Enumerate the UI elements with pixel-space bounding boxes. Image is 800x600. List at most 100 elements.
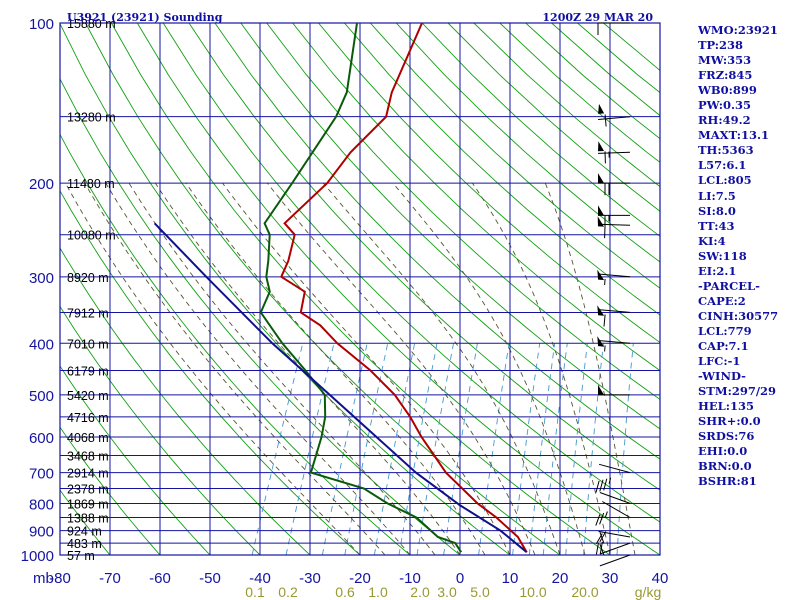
wind-barb bbox=[597, 336, 631, 352]
dry-adiabat bbox=[162, 23, 660, 523]
height-label: 1388 m bbox=[67, 511, 109, 525]
sounding-index: SHR+:0.0 bbox=[698, 414, 761, 429]
pressure-tick-label: 900 bbox=[29, 524, 54, 541]
sounding-indices-panel: WMO:23921 TP:238 MW:353 FRZ:845 WB0:899 PW:0.… bbox=[698, 23, 798, 489]
height-label: 2378 m bbox=[67, 483, 109, 497]
dewpoint-trace bbox=[259, 23, 463, 553]
station-title: U3921 (23921) Sounding bbox=[67, 11, 223, 24]
sounding-index: LCL:779 bbox=[698, 323, 752, 338]
moist-adiabat bbox=[544, 182, 636, 555]
pressure-tick-label: 200 bbox=[29, 176, 54, 193]
wind-barb bbox=[599, 543, 631, 567]
mixing-ratio-line bbox=[344, 343, 389, 555]
moist-adiabat bbox=[154, 182, 461, 555]
wind-barb bbox=[598, 173, 630, 196]
pressure-tick-label: 1000 bbox=[21, 548, 54, 565]
temperature-tick-label: 0 bbox=[456, 570, 464, 587]
sounding-index: PW:0.35 bbox=[698, 98, 752, 113]
height-label: 7010 m bbox=[67, 337, 109, 351]
pressure-tick-label: 500 bbox=[29, 388, 54, 405]
wind-barb-staff bbox=[597, 151, 631, 154]
pressure-tick-label: 600 bbox=[29, 430, 54, 447]
sounding-index: L57:6.1 bbox=[698, 158, 747, 173]
sounding-index: SI:8.0 bbox=[698, 203, 736, 218]
mixing-ratio-line bbox=[478, 343, 510, 555]
sounding-index: MW:353 bbox=[698, 53, 752, 68]
sounding-index: -PARCEL- bbox=[698, 278, 760, 293]
wind-barb-pennant bbox=[598, 103, 605, 114]
wind-barb-pennant bbox=[598, 141, 604, 152]
mixing-ratio-label: 2.0 bbox=[410, 584, 430, 600]
mixing-ratio-label: 0.2 bbox=[278, 584, 298, 600]
temperature-tick-label: -10 bbox=[399, 570, 421, 587]
sounding-index: STM:297/29 bbox=[698, 384, 777, 399]
wind-barb-flag bbox=[599, 543, 605, 556]
height-label: 2914 m bbox=[67, 467, 109, 481]
wind-barb-flag bbox=[603, 478, 608, 491]
moist-adiabat bbox=[128, 182, 436, 555]
sounding-index: CAP:7.1 bbox=[698, 338, 749, 353]
mixing-ratio-label: 0.1 bbox=[245, 584, 265, 600]
wind-barb bbox=[595, 492, 631, 526]
pressure-tick-label: 300 bbox=[29, 270, 54, 287]
wind-barb bbox=[597, 22, 630, 35]
wind-barb-half-flag bbox=[604, 278, 606, 286]
wind-barb bbox=[598, 384, 630, 396]
valid-time: 1200Z 29 MAR 20 bbox=[542, 11, 653, 24]
temperature-tick-label: 20 bbox=[552, 570, 569, 587]
wind-barb bbox=[597, 141, 631, 164]
wind-barb-half-flag bbox=[604, 511, 608, 518]
sounding-index: KI:4 bbox=[698, 233, 726, 248]
pressure-tick-label: 100 bbox=[29, 16, 54, 33]
height-label: 10080 m bbox=[67, 229, 116, 243]
temperature-tick-label: 30 bbox=[602, 570, 619, 587]
dry-adiabat bbox=[60, 189, 361, 555]
wind-barb-flag bbox=[604, 114, 607, 127]
mixing-ratio-line bbox=[616, 343, 634, 555]
wind-barb-pennant bbox=[598, 384, 604, 395]
wind-barb-flag bbox=[599, 532, 605, 544]
sounding-index: LI:7.5 bbox=[698, 188, 736, 203]
temperature-tick-label: 40 bbox=[652, 570, 669, 587]
sounding-index: SRDS:76 bbox=[698, 429, 755, 444]
height-label: 5420 m bbox=[67, 389, 109, 403]
height-label: 7912 m bbox=[67, 306, 109, 320]
sounding-index: EI:2.1 bbox=[698, 263, 737, 278]
wind-barb-pennant bbox=[597, 216, 604, 227]
temperature-tick-label: -60 bbox=[149, 570, 171, 587]
moist-adiabat bbox=[266, 182, 536, 555]
temperature-tick-label: -40 bbox=[249, 570, 271, 587]
wind-barb-flag bbox=[595, 514, 601, 526]
sounding-index: EHI:0.0 bbox=[698, 444, 748, 459]
wind-barb-half-flag bbox=[604, 345, 606, 352]
wind-barb-staff bbox=[598, 273, 631, 278]
wind-barb bbox=[595, 463, 631, 493]
sounding-index: CAPE:2 bbox=[698, 293, 746, 308]
parcel-trace bbox=[153, 222, 528, 553]
mixing-ratio-label: 20.0 bbox=[571, 584, 598, 600]
moist-adiabat bbox=[222, 182, 511, 555]
sounding-index: CINH:30577 bbox=[698, 308, 779, 323]
sounding-index: LCL:805 bbox=[698, 173, 752, 188]
wind-barb bbox=[598, 103, 631, 127]
sounding-index: RH:49.2 bbox=[698, 113, 751, 128]
sounding-index: HEL:135 bbox=[698, 399, 754, 414]
wind-barb-staff bbox=[597, 223, 631, 226]
wind-barb-flag bbox=[599, 531, 607, 543]
temperature-trace bbox=[280, 23, 528, 553]
pressure-tick-label: 400 bbox=[29, 336, 54, 353]
temperature-tick-label: -80 bbox=[49, 570, 71, 587]
mixing-ratio-line bbox=[398, 343, 438, 555]
height-label: 8920 m bbox=[67, 271, 109, 285]
height-label: 57 m bbox=[67, 549, 95, 563]
mixing-ratio-label: 5.0 bbox=[470, 584, 490, 600]
sounding-index: BRN:0.0 bbox=[698, 459, 752, 474]
mixing-ratio-label: 1.0 bbox=[368, 584, 388, 600]
height-label: 3468 m bbox=[67, 449, 109, 463]
mixing-ratio-line bbox=[528, 343, 556, 555]
height-label: 4068 m bbox=[67, 431, 109, 445]
wind-barb-staff bbox=[598, 340, 631, 344]
wind-barb-flag bbox=[599, 512, 605, 525]
wind-barb-staff bbox=[598, 530, 631, 538]
wind-barb-staff bbox=[599, 492, 631, 504]
